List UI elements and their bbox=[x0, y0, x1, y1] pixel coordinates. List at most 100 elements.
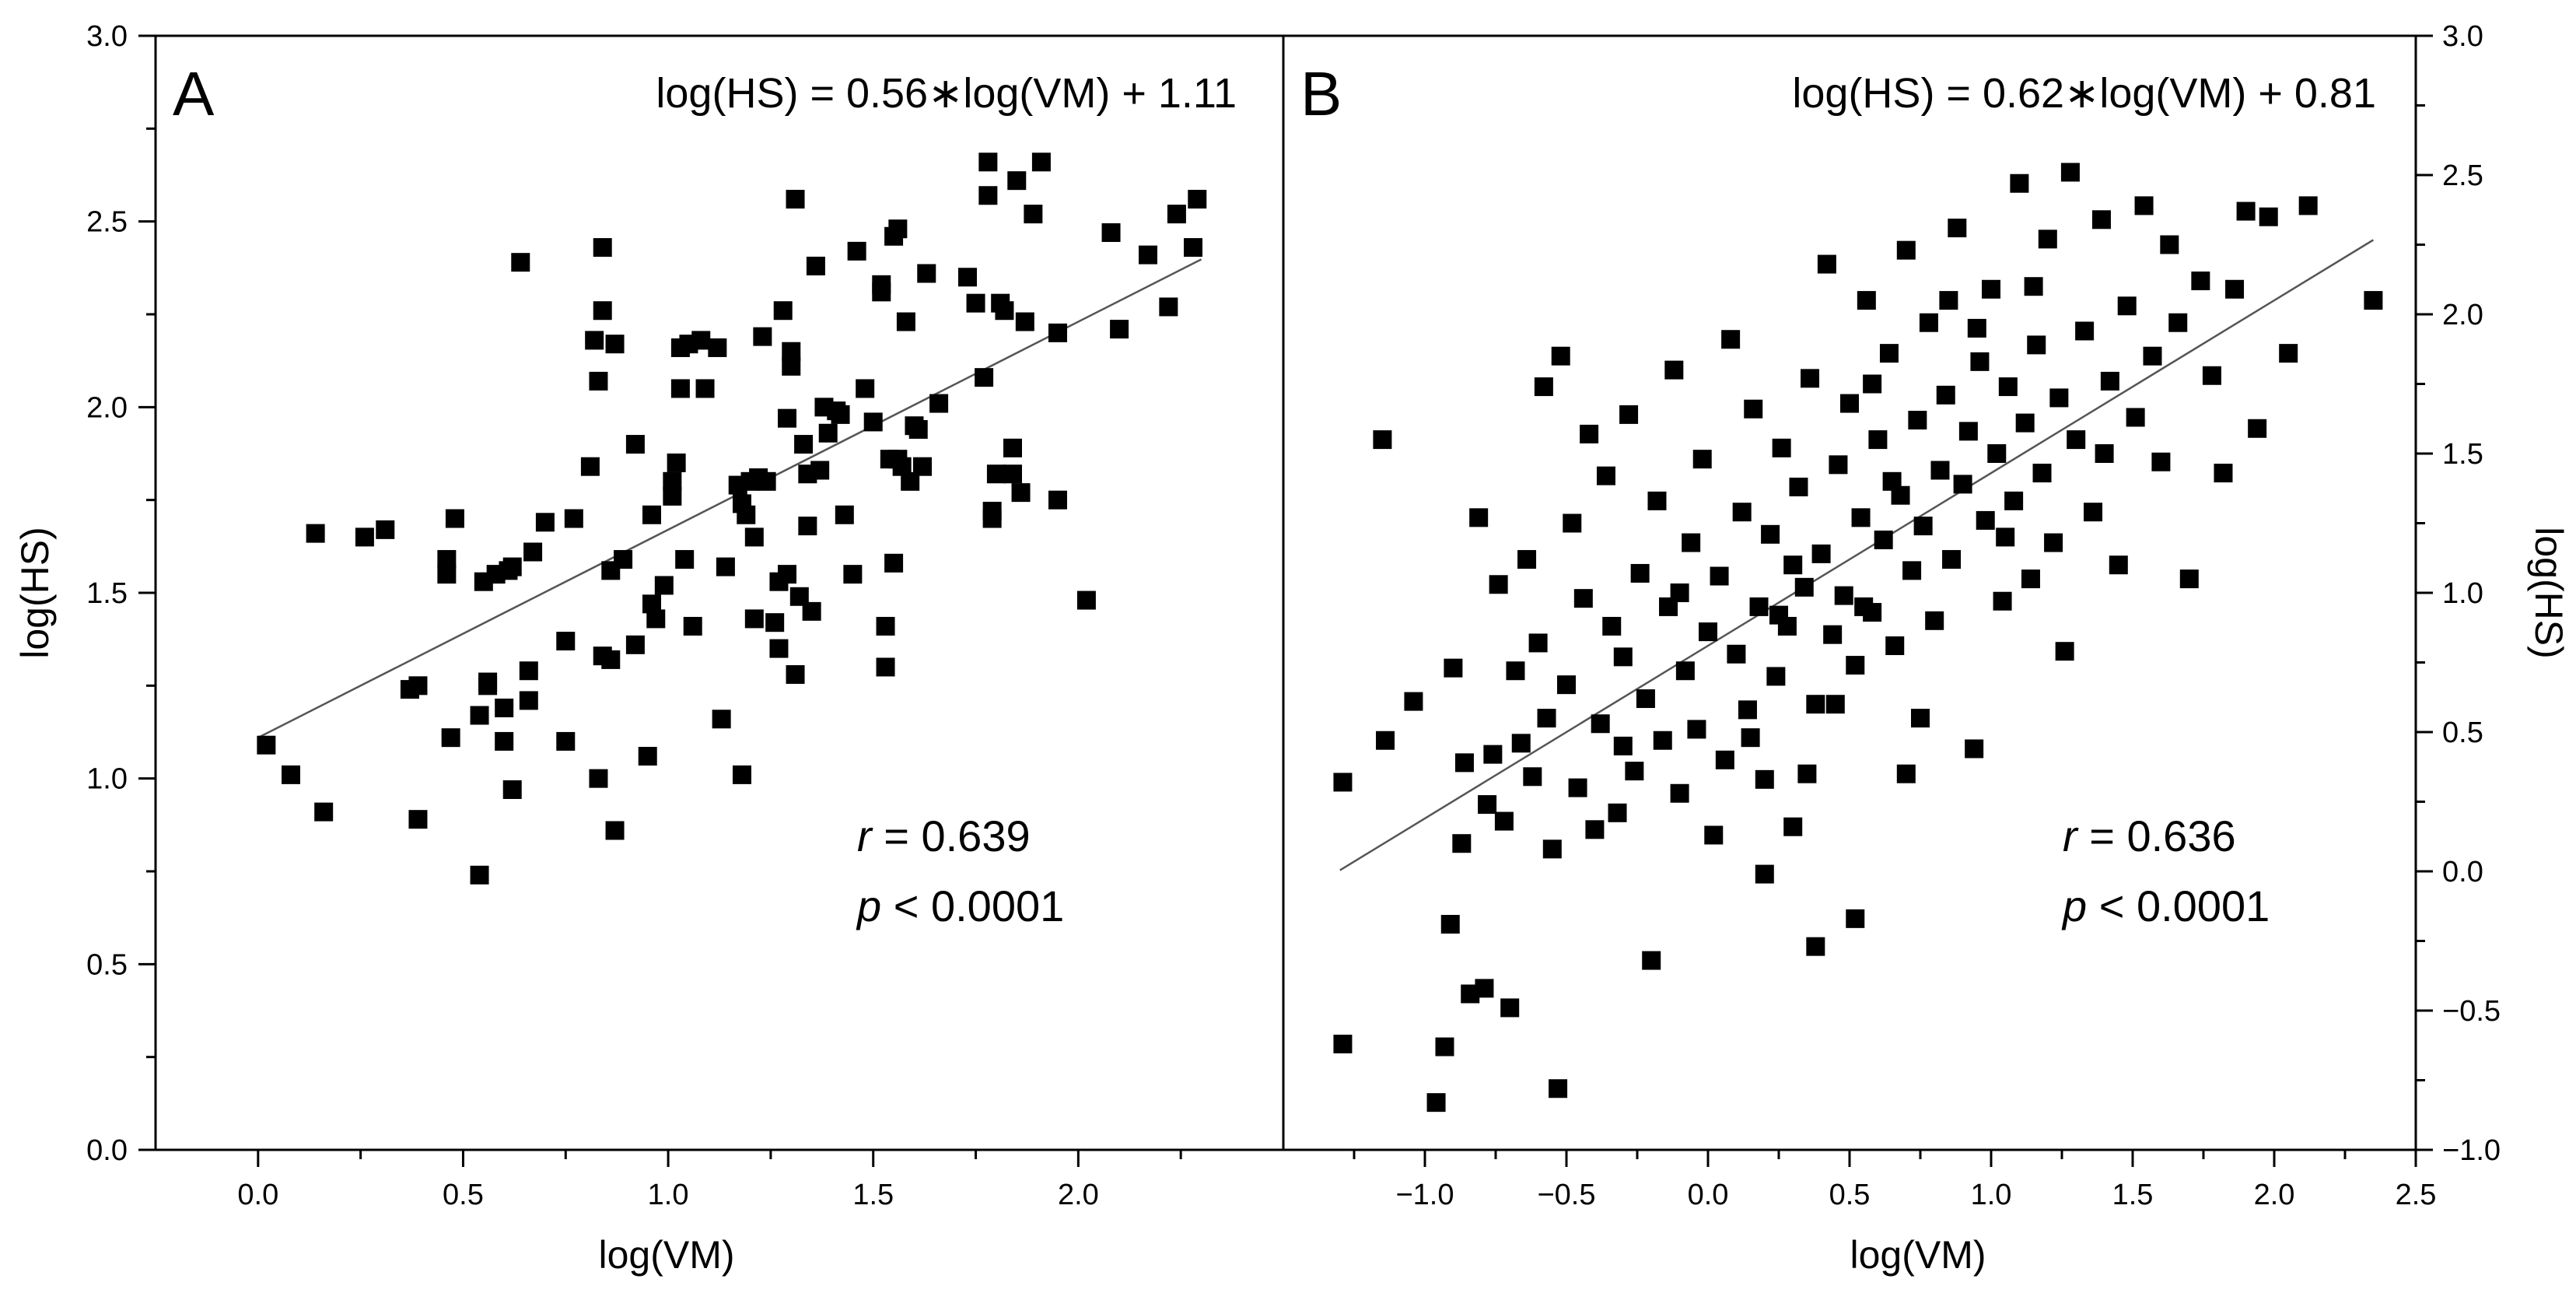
panel-b-data-point bbox=[2364, 291, 2383, 310]
panel-b-y-tick-label: −0.5 bbox=[2442, 995, 2501, 1028]
panel-b-y-tick-label: 3.0 bbox=[2442, 20, 2483, 53]
panel-a-data-point bbox=[798, 517, 817, 536]
panel-a-data-point bbox=[888, 219, 908, 239]
panel-a-y-tick-label: 1.5 bbox=[86, 577, 128, 610]
panel-b-data-point bbox=[2015, 413, 2035, 433]
panel-b-data-point bbox=[1817, 254, 1836, 274]
panel-b-data-point bbox=[1993, 591, 2012, 611]
panel-b-x-tick-label: 1.0 bbox=[1971, 1179, 2012, 1211]
panel-a-data-point bbox=[765, 613, 785, 632]
panel-a-data-point bbox=[593, 301, 612, 321]
panel-b-data-point bbox=[2248, 419, 2267, 438]
panel-a-data-point bbox=[716, 557, 735, 576]
panel-b-data-point bbox=[1987, 444, 2007, 463]
panel-a-data-point bbox=[978, 186, 998, 205]
panel-b-data-point bbox=[1846, 656, 1865, 675]
panel-a-data-point bbox=[1159, 297, 1178, 317]
panel-a-data-point bbox=[818, 423, 838, 443]
panel-b-data-point bbox=[1982, 279, 2000, 299]
panel-b-data-point bbox=[1811, 544, 1831, 563]
panel-a-data-point bbox=[1110, 320, 1129, 339]
panel-a-data-point bbox=[835, 505, 854, 524]
panel-b-data-point bbox=[2126, 408, 2145, 427]
panel-a-data-point bbox=[683, 616, 702, 636]
panel-a-data-point bbox=[1031, 152, 1051, 172]
panel-a-data-point bbox=[986, 464, 1006, 484]
panel-a-data-point bbox=[966, 293, 985, 313]
panel-b-data-point bbox=[1783, 817, 1803, 836]
panel-a-data-point bbox=[794, 435, 814, 454]
panel-b-data-point bbox=[1636, 689, 1655, 709]
panel-a-y-tick-label: 3.0 bbox=[86, 20, 128, 53]
panel-b-data-point bbox=[1506, 661, 1525, 681]
panel-b-data-point bbox=[1930, 461, 1950, 480]
panel-b-data-point bbox=[1749, 597, 1769, 616]
panel-b-data-point bbox=[1732, 503, 1752, 522]
panel-a-data-point bbox=[376, 520, 395, 539]
panel-a-data-point bbox=[856, 379, 875, 398]
panel-b-data-point bbox=[1557, 675, 1576, 695]
panel-a-data-point bbox=[773, 301, 793, 321]
panel-b-data-point bbox=[1996, 527, 2015, 547]
panel-b-data-point bbox=[1834, 586, 1853, 605]
panel-a-data-point bbox=[314, 802, 334, 822]
panel-b-data-point bbox=[1710, 566, 1729, 586]
panel-a-data-point bbox=[1188, 190, 1207, 209]
panel-b-p-label: p bbox=[2061, 881, 2087, 930]
panel-b-data-point bbox=[1517, 550, 1537, 569]
panel-b-y-axis-label: log(HS) bbox=[2527, 527, 2571, 658]
panel-b-data-point bbox=[1642, 951, 1661, 970]
panel-b-data-point bbox=[1857, 291, 1876, 310]
panel-b-data-point bbox=[1528, 633, 1548, 653]
panel-b-data-point bbox=[1687, 720, 1706, 739]
panel-a-x-tick-label: 1.0 bbox=[648, 1179, 689, 1211]
panel-a-data-point bbox=[896, 312, 915, 331]
panel-a-letter: A bbox=[173, 59, 215, 128]
panel-a-data-point bbox=[535, 513, 555, 532]
panel-b-data-point bbox=[1682, 533, 1701, 552]
panel-b-fit-line bbox=[1339, 239, 2375, 871]
panel-a-data-point bbox=[831, 405, 850, 424]
panel-a-data-point bbox=[789, 587, 809, 606]
panel-b-data-point bbox=[1919, 313, 1938, 332]
panel-b-data-point bbox=[1426, 1093, 1446, 1113]
panel-b-data-point bbox=[2004, 491, 2024, 510]
panel-a-data-point bbox=[744, 609, 764, 629]
panel-a-data-point bbox=[638, 747, 657, 766]
panel-a-equation: log(HS) = 0.56∗log(VM) + 1.11 bbox=[656, 70, 1237, 117]
panel-b-data-point bbox=[1882, 471, 1902, 491]
panel-b-x-tick-label: 2.5 bbox=[2396, 1179, 2437, 1211]
panel-a-data-point bbox=[1139, 245, 1157, 265]
panel-b-data-point bbox=[1613, 647, 1633, 667]
panel-b-data-point bbox=[1478, 795, 1497, 815]
panel-b-data-point bbox=[2055, 642, 2074, 661]
panel-b-y-tick-label: 1.0 bbox=[2442, 577, 2483, 610]
panel-b-data-point bbox=[1568, 778, 1587, 797]
panel-b-y-tick-label: 1.5 bbox=[2442, 438, 2483, 471]
panel-b-data-point bbox=[1333, 1034, 1353, 1053]
panel-a-data-point bbox=[737, 505, 756, 524]
panel-b-data-point bbox=[2021, 569, 2040, 589]
panel-a-data-point bbox=[585, 331, 604, 350]
panel-a: 0.0 0.5 1.0 1.5 2.0 0.0 0.5 1.0 1.5 2.0 2.5 3.0 A l… bbox=[13, 20, 1285, 1277]
panel-a-data-point bbox=[670, 379, 690, 398]
panel-b-data-point bbox=[1333, 773, 1353, 792]
panel-a-data-point bbox=[580, 457, 600, 476]
panel-b-data-point bbox=[1549, 1079, 1568, 1099]
panel-a-data-point bbox=[511, 253, 530, 272]
panel-b-data-point bbox=[1874, 530, 1893, 549]
panel-b-data-point bbox=[1373, 430, 1392, 450]
panel-a-data-point bbox=[1184, 238, 1202, 258]
panel-b-data-point bbox=[2109, 555, 2128, 575]
panel-b-data-point bbox=[1958, 422, 1978, 441]
panel-a-data-point bbox=[646, 609, 666, 629]
panel-a-data-point bbox=[1048, 490, 1067, 510]
panel-a-data-point bbox=[625, 435, 645, 454]
panel-b-data-point bbox=[1500, 998, 1520, 1018]
panel-a-data-point bbox=[614, 550, 633, 569]
panel-a-frame bbox=[154, 34, 1285, 1151]
panel-b-data-point bbox=[1523, 767, 1542, 787]
panel-b-data-point bbox=[1911, 709, 1930, 728]
panel-a-data-point bbox=[1076, 590, 1096, 610]
